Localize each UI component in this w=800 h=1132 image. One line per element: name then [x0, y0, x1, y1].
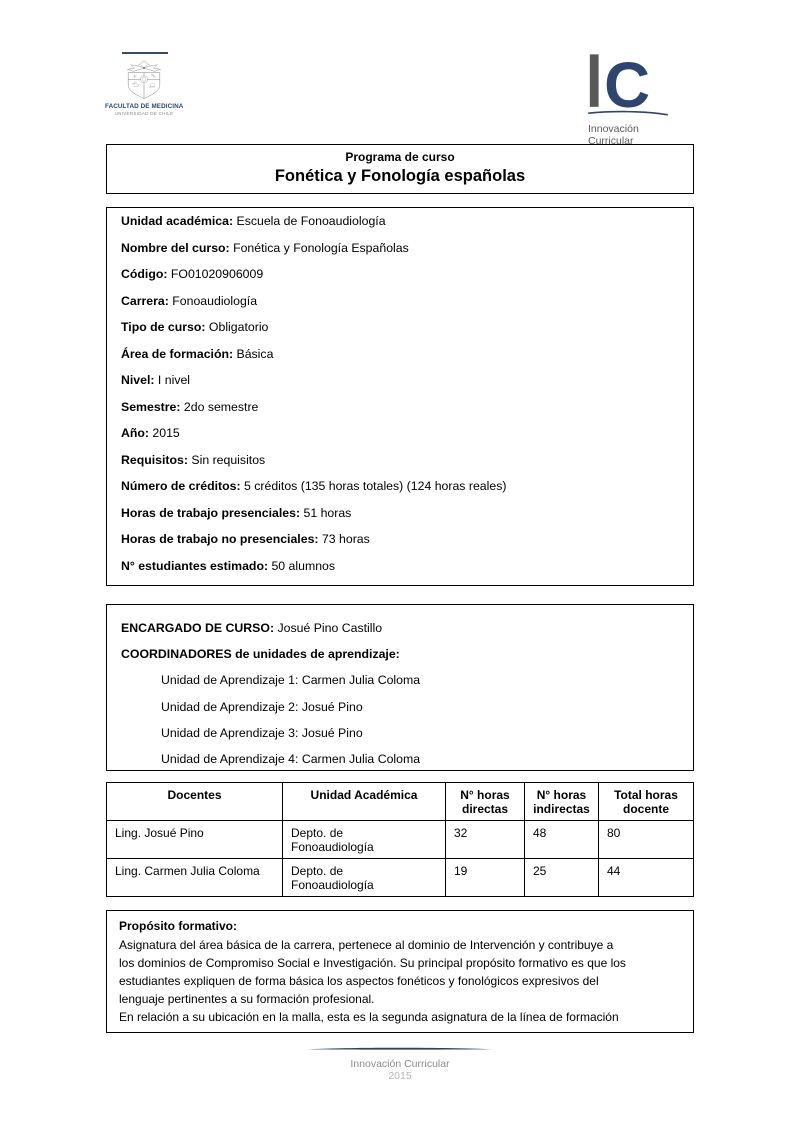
- svg-text:C: C: [604, 50, 650, 118]
